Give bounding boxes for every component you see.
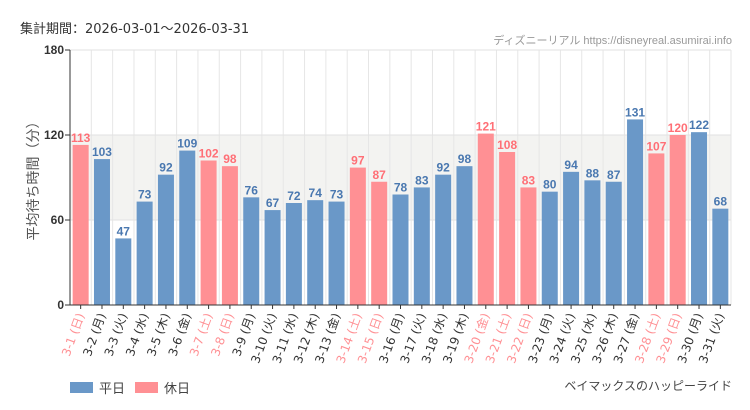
y-axis-label: 平均待ち時間（分） — [26, 115, 42, 241]
bar — [328, 201, 345, 305]
data-label: 98 — [458, 152, 472, 166]
y-tick-label: 0 — [57, 298, 64, 312]
data-label: 47 — [117, 224, 131, 238]
bar — [584, 180, 601, 305]
data-label: 107 — [646, 139, 666, 153]
data-label: 78 — [394, 181, 408, 195]
bar — [371, 181, 388, 305]
legend-swatch — [135, 382, 158, 393]
bar — [200, 160, 217, 305]
data-label: 80 — [543, 178, 557, 192]
data-label: 109 — [177, 137, 197, 151]
data-label: 108 — [497, 138, 517, 152]
legend-weekday[interactable]: 平日 — [70, 378, 125, 397]
data-label: 94 — [564, 158, 578, 172]
bar — [712, 208, 729, 305]
data-label: 113 — [71, 131, 91, 145]
credit-label: ディズニーリアル https://disneyreal.asumirai.inf… — [493, 35, 732, 47]
bar — [157, 174, 174, 305]
data-label: 92 — [159, 161, 173, 175]
y-tick-label: 180 — [44, 43, 64, 57]
data-label: 98 — [223, 152, 237, 166]
bar — [648, 153, 665, 305]
bar — [499, 152, 516, 305]
data-label: 122 — [689, 118, 709, 132]
bar — [435, 174, 452, 305]
legend-label: 平日 — [99, 382, 126, 397]
bar — [520, 187, 537, 305]
bar — [115, 238, 132, 305]
bar — [221, 166, 238, 305]
legend-holiday[interactable]: 休日 — [135, 378, 190, 397]
bar — [669, 135, 686, 305]
data-label: 76 — [245, 183, 259, 197]
legend-swatch — [70, 382, 93, 393]
bar — [179, 150, 196, 305]
bar — [93, 159, 110, 305]
bar — [627, 119, 644, 306]
bar — [136, 201, 153, 305]
data-label: 73 — [138, 188, 152, 202]
bar — [477, 133, 494, 305]
y-tick-label: 120 — [44, 128, 64, 142]
bar — [456, 166, 473, 305]
legend-label: 休日 — [164, 382, 191, 397]
bar — [563, 171, 580, 305]
bar — [307, 200, 324, 305]
attraction-name: ベイマックスのハッピーライド — [564, 379, 732, 393]
bar — [243, 197, 260, 305]
data-label: 83 — [415, 173, 429, 187]
data-label: 131 — [625, 105, 645, 119]
bar — [349, 167, 366, 305]
bar — [691, 132, 708, 305]
data-label: 87 — [372, 168, 386, 182]
data-label: 121 — [476, 120, 496, 134]
bar — [541, 191, 558, 305]
bar — [285, 203, 302, 305]
data-label: 73 — [330, 188, 344, 202]
data-label: 83 — [522, 173, 536, 187]
data-label: 103 — [92, 145, 112, 159]
data-label: 87 — [607, 168, 621, 182]
data-label: 68 — [714, 195, 728, 209]
bar — [392, 194, 409, 305]
y-tick-label: 60 — [51, 213, 65, 227]
period-label: 集計期間：2026-03-01～2026-03-31 — [20, 22, 250, 37]
data-label: 92 — [436, 161, 450, 175]
data-label: 120 — [668, 121, 688, 135]
data-label: 72 — [287, 189, 301, 203]
bar — [605, 181, 622, 305]
bar — [72, 144, 89, 305]
data-label: 102 — [199, 147, 219, 161]
bar — [413, 187, 430, 305]
data-label: 97 — [351, 154, 365, 168]
data-label: 67 — [266, 196, 280, 210]
bar — [264, 210, 281, 305]
data-label: 74 — [309, 186, 323, 200]
data-label: 88 — [586, 166, 600, 180]
